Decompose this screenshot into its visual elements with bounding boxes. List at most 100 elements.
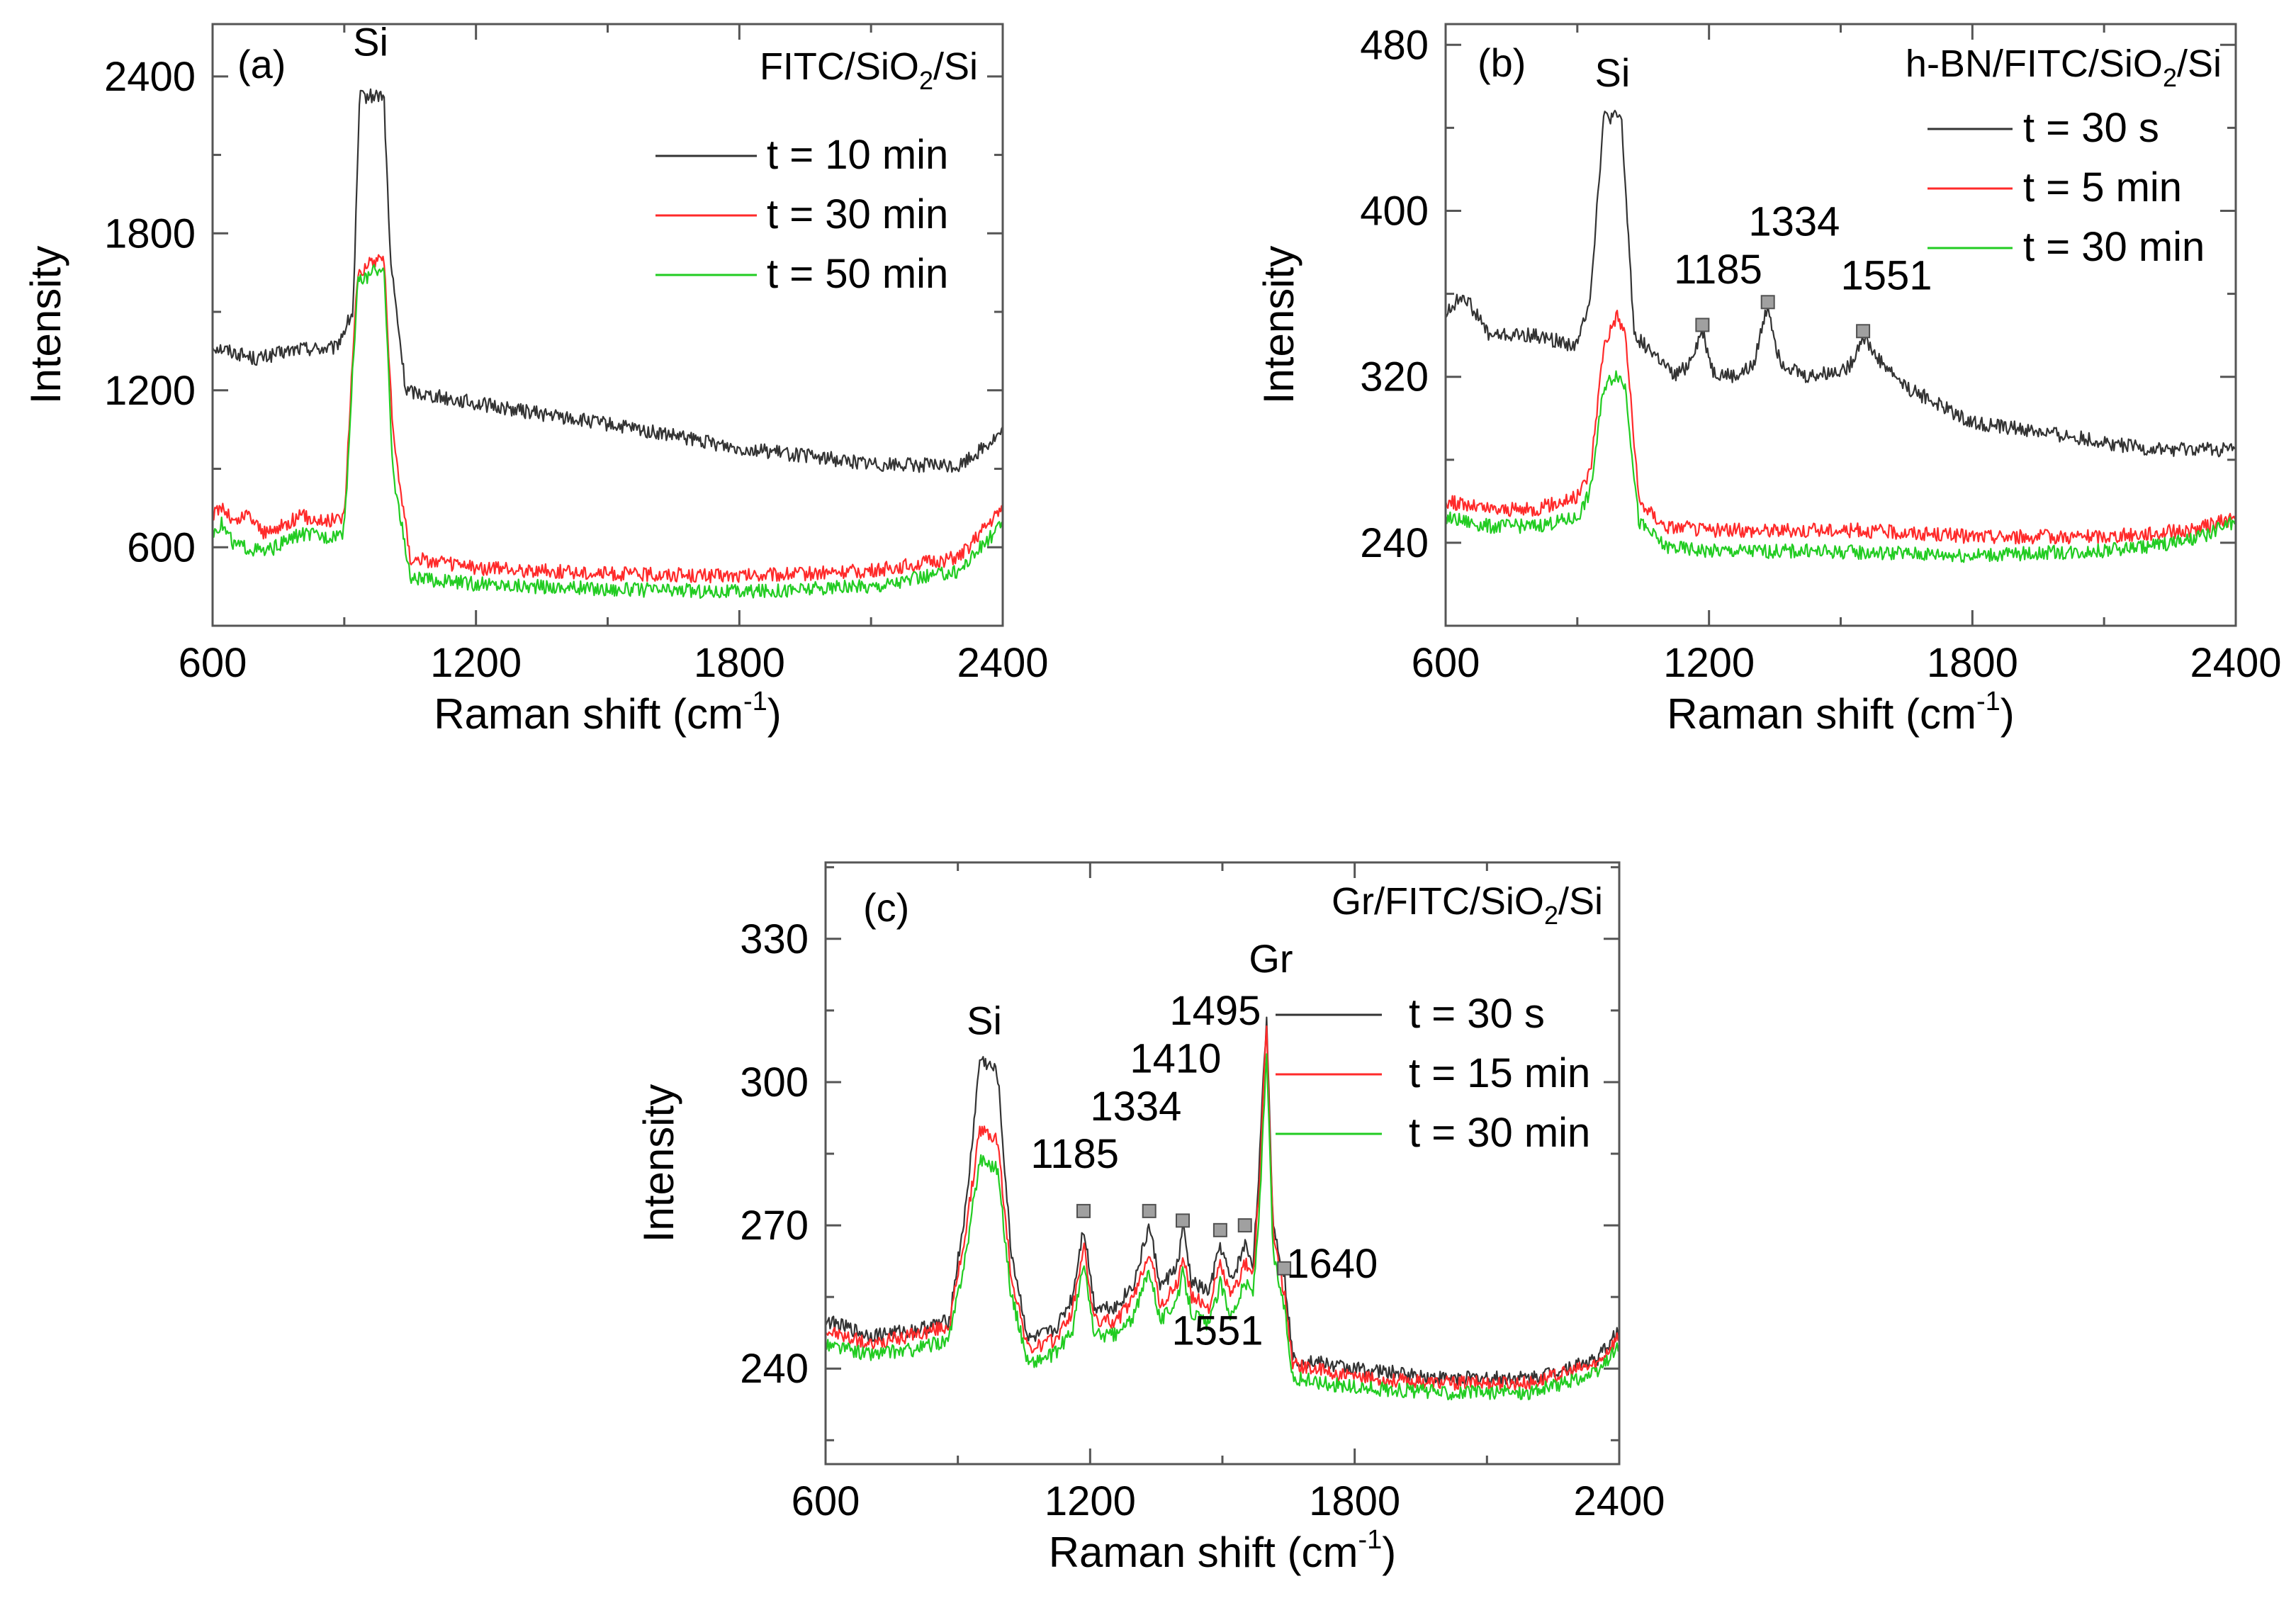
plot-frame [211,23,1004,627]
sample-label-text: FITC/SiO [760,45,919,88]
panel-a: 600 1200 1800 2400 600 1200 1800 2400 Raman shif… [22,19,1049,738]
legend-label: t = 30 min [1409,1110,1590,1156]
y-tick-label: 480 [1360,22,1429,68]
annotation-1410: 1410 [1130,1035,1221,1081]
x-axis-title: Raman shift (cm-1) [434,687,782,738]
sample-label: h-BN/FITC/SiO2/Si [1906,43,2222,92]
annotation-1551: 1551 [1841,253,1932,299]
annotation-1185: 1185 [1030,1131,1119,1177]
series-line-a-2 [213,254,1003,584]
legend-label: t = 15 min [1409,1050,1590,1096]
sample-label: FITC/SiO2/Si [760,45,978,95]
peak-marker [1760,295,1775,310]
x-axis-title-superscript: -1 [1976,687,2000,716]
y-tick-label: 270 [740,1203,809,1249]
series-line-c-2 [826,1025,1619,1391]
y-tick-label: 240 [1360,520,1429,566]
x-axis-title-text: Raman shift (cm [434,690,743,738]
x-tick-label: 1200 [1045,1478,1136,1524]
x-tick-label: 1200 [1663,640,1755,686]
y-tick-label: 330 [740,916,809,962]
x-tick-label: 1800 [1927,640,2018,686]
peak-marker [1076,1203,1091,1218]
sample-label: Gr/FITC/SiO2/Si [1332,880,1603,930]
y-tick-label: 320 [1360,354,1429,400]
panel-c: 600 1200 1800 2400 240 270 300 330 Raman shift (… [635,861,1665,1576]
x-axis-title-close: ) [1382,1529,1396,1576]
legend-label: t = 50 min [767,251,948,297]
x-tick-label: 1200 [430,640,522,686]
y-tick-label: 400 [1360,188,1429,234]
sample-label-suffix: /Si [1558,880,1603,923]
peak-marker [1142,1203,1157,1218]
x-axis-title: Raman shift (cm-1) [1667,687,2015,738]
legend-label: t = 30 s [2023,105,2159,151]
peak-marker [1277,1261,1292,1276]
series-line-b-1 [1446,109,2236,458]
panel-label: (c) [863,885,909,930]
sample-label-text: Gr/FITC/SiO [1332,880,1544,923]
annotation-1551: 1551 [1171,1308,1263,1354]
annotation-1334: 1334 [1090,1084,1181,1130]
annotation-si: Si [967,999,1002,1043]
peak-marker [1856,324,1871,339]
x-axis-title: Raman shift (cm-1) [1049,1525,1397,1576]
series-line-a-3 [213,264,1003,599]
x-tick-label: 600 [179,640,247,686]
y-tick-label: 1200 [104,368,196,414]
peak-marker [1212,1222,1227,1237]
series-line-b-3 [1446,370,2236,563]
sample-label-subscript: 2 [2163,63,2177,92]
x-axis-title-close: ) [767,690,782,738]
annotation-1495: 1495 [1169,988,1261,1034]
x-tick-label: 2400 [1573,1478,1665,1524]
x-tick-label: 2400 [957,640,1048,686]
panel-label: (b) [1478,40,1526,85]
legend-label: t = 30 min [767,191,948,237]
y-tick-label: 240 [740,1346,809,1392]
sample-label-subscript: 2 [919,66,933,95]
x-tick-label: 600 [792,1478,860,1524]
series-line-c-3 [826,1053,1619,1400]
x-axis-title-text: Raman shift (cm [1667,690,1976,738]
annotation-1334: 1334 [1748,199,1840,245]
panel-b: 600 1200 1800 2400 240 320 400 480 Raman shift (… [1255,22,2282,738]
peak-marker [1237,1218,1252,1233]
sample-label-suffix: /Si [2177,43,2222,85]
series-line-a-1 [213,88,1003,473]
panel-label: (a) [237,42,286,86]
x-axis-title-close: ) [2000,690,2015,738]
y-tick-label: 300 [740,1059,809,1106]
annotation-1185: 1185 [1674,247,1762,293]
peak-marker [1176,1213,1190,1228]
y-tick-label: 600 [127,524,196,570]
annotation-gr: Gr [1249,936,1293,981]
annotation-1640: 1640 [1286,1241,1378,1287]
x-axis-title-text: Raman shift (cm [1049,1529,1358,1576]
x-tick-label: 2400 [2190,640,2281,686]
legend-label: t = 30 s [1409,991,1545,1037]
legend-label: t = 5 min [2023,164,2182,210]
legend-label: t = 10 min [767,132,948,178]
sample-label-suffix: /Si [933,45,978,88]
x-axis-title-superscript: -1 [1358,1525,1382,1555]
x-tick-label: 1800 [1309,1478,1400,1524]
x-tick-label: 1800 [694,640,785,686]
y-tick-label: 1800 [104,210,196,257]
y-axis-title: Intensity [1255,246,1302,404]
annotation-si: Si [1594,50,1630,95]
legend-label: t = 30 min [2023,224,2205,270]
y-axis-title: Intensity [22,246,69,404]
y-tick-label: 2400 [104,54,196,100]
peak-marker [1695,317,1710,332]
sample-label-text: h-BN/FITC/SiO [1906,43,2163,85]
x-tick-label: 600 [1412,640,1480,686]
plot-frame [824,861,1621,1466]
x-axis-title-superscript: -1 [743,687,767,716]
series-line-c-1 [826,1016,1619,1386]
series-line-b-2 [1446,310,2236,545]
sample-label-subscript: 2 [1544,901,1558,930]
y-axis-title: Intensity [635,1084,682,1242]
annotation-si: Si [353,19,388,64]
